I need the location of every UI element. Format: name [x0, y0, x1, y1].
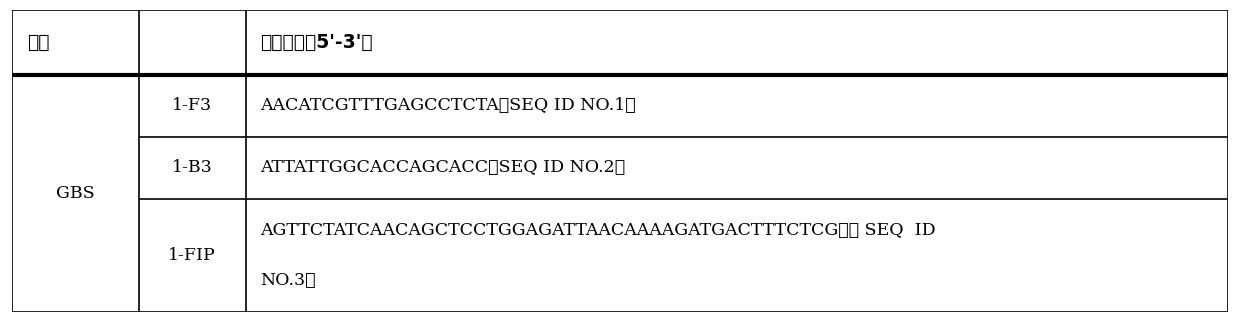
Text: 引物: 引物	[27, 33, 50, 52]
Text: 引物序列（5'-3'）: 引物序列（5'-3'）	[260, 33, 373, 52]
Text: AGTTCTATCAACAGCTCCTGGAGATTAACAAAAGATGACTTTCTCG　（ SEQ  ID: AGTTCTATCAACAGCTCCTGGAGATTAACAAAAGATGACT…	[260, 222, 936, 239]
Text: 1-FIP: 1-FIP	[169, 247, 216, 264]
Text: ATTATTGGCACCAGCACC（SEQ ID NO.2）: ATTATTGGCACCAGCACC（SEQ ID NO.2）	[260, 159, 625, 176]
Text: AACATCGTTTGAGCCTCTA（SEQ ID NO.1）: AACATCGTTTGAGCCTCTA（SEQ ID NO.1）	[260, 97, 636, 114]
Text: 1-F3: 1-F3	[172, 97, 212, 114]
Text: 1-B3: 1-B3	[172, 159, 212, 176]
Text: NO.3）: NO.3）	[260, 272, 316, 289]
Text: GBS: GBS	[56, 185, 95, 202]
